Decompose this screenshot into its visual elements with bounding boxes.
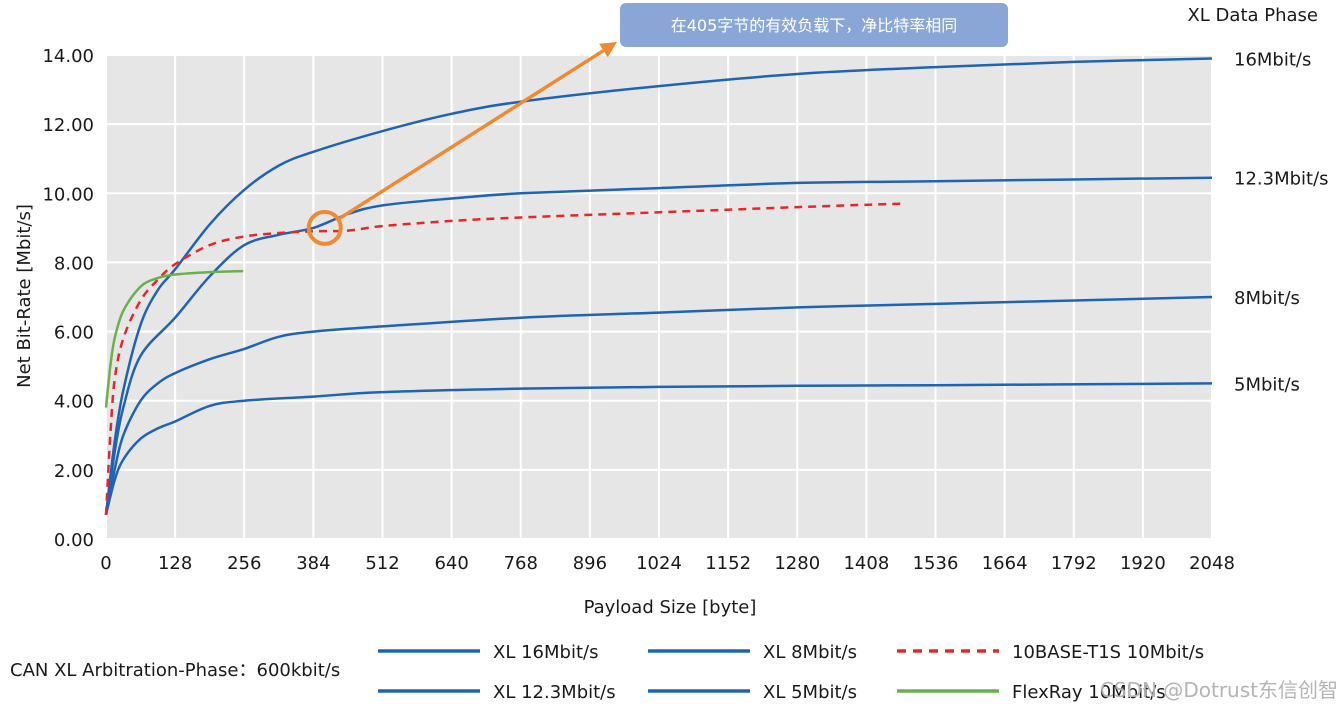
x-tick-label: 768	[504, 553, 538, 574]
x-tick-label: 0	[100, 553, 111, 574]
y-tick-label: 0.00	[54, 530, 94, 551]
legend-label-xl-5mbit-s: XL 5Mbit/s	[763, 682, 857, 703]
annotation-text: 在405字节的有效负载下，净比特率相同	[671, 16, 958, 35]
legend-label-xl-12-3mbit-s: XL 12.3Mbit/s	[493, 682, 616, 703]
phase-header: XL Data Phase	[1187, 5, 1318, 26]
x-tick-label: 1152	[705, 553, 751, 574]
legend-label-10base-t1s-10mbit-s: 10BASE-T1S 10Mbit/s	[1012, 642, 1204, 663]
x-tick-label: 1920	[1120, 553, 1166, 574]
x-tick-label: 640	[434, 553, 468, 574]
end-label-xl-5mbit-s: 5Mbit/s	[1234, 374, 1300, 395]
end-labels: 16Mbit/s 12.3Mbit/s 8Mbit/s 5Mbit/s	[1234, 49, 1329, 395]
x-tick-label: 1024	[636, 553, 682, 574]
series-line-xl-16mbit-s	[104, 57, 1213, 515]
legend-label-flexray-10mbit-s: FlexRay 10Mbit/s	[1012, 682, 1166, 703]
x-tick-label: 1536	[913, 553, 959, 574]
end-label-xl-12-3mbit-s: 12.3Mbit/s	[1234, 169, 1329, 190]
x-tick-label: 1408	[843, 553, 889, 574]
y-tick-label: 8.00	[54, 253, 94, 274]
series-line-10base-t1s-10mbit-s	[104, 202, 901, 515]
legend-label-xl-8mbit-s: XL 8Mbit/s	[763, 642, 857, 663]
x-tick-label: 2048	[1189, 553, 1235, 574]
x-tick-label: 128	[158, 553, 192, 574]
annotation: 在405字节的有效负载下，净比特率相同	[306, 3, 1008, 246]
end-label-xl-16mbit-s: 16Mbit/s	[1234, 49, 1311, 70]
y-tick-label: 2.00	[54, 461, 94, 482]
arbitration-phase-label: CAN XL Arbitration-Phase：600kbit/s	[10, 660, 340, 681]
x-tick-label: 1664	[982, 553, 1028, 574]
x-tick-label: 256	[227, 553, 261, 574]
x-tick-labels: 0 128 256 384 512 640 768 896 1024 1152 1280 1408 15…	[100, 553, 1235, 574]
end-label-xl-8mbit-s: 8Mbit/s	[1234, 288, 1300, 309]
annotation-arrow	[338, 49, 605, 220]
x-tick-label: 384	[296, 553, 330, 574]
y-tick-label: 10.00	[42, 184, 94, 205]
y-tick-label: 14.00	[42, 46, 94, 67]
series-line-flexray-10mbit-s	[104, 269, 244, 408]
watermark: CSDN @Dotrust东信创智	[1100, 678, 1338, 702]
x-tick-label: 1792	[1051, 553, 1097, 574]
y-tick-label: 4.00	[54, 392, 94, 413]
x-tick-label: 512	[365, 553, 399, 574]
annotation-circle	[306, 209, 343, 246]
grid-lines	[105, 54, 1213, 540]
annotation-arrowhead	[599, 42, 617, 58]
legend-label-xl-16mbit-s: XL 16Mbit/s	[493, 642, 598, 663]
series-line-xl-8mbit-s	[104, 295, 1213, 516]
y-axis-title: Net Bit-Rate [Mbit/s]	[14, 204, 35, 388]
x-tick-label: 896	[573, 553, 607, 574]
annotation-box	[620, 3, 1008, 47]
y-tick-label: 12.00	[42, 115, 94, 136]
x-tick-label: 1280	[774, 553, 820, 574]
y-tick-label: 6.00	[54, 323, 94, 344]
x-axis-title: Payload Size [byte]	[584, 597, 757, 618]
y-tick-labels: 0.00 2.00 4.00 6.00 8.00 10.00 12.00 14.00	[42, 46, 94, 551]
series-line-xl-5mbit-s	[104, 382, 1213, 516]
legend: XL 16Mbit/s XL 8Mbit/s 10BASE-T1S 10Mbit/s…	[378, 642, 1204, 703]
